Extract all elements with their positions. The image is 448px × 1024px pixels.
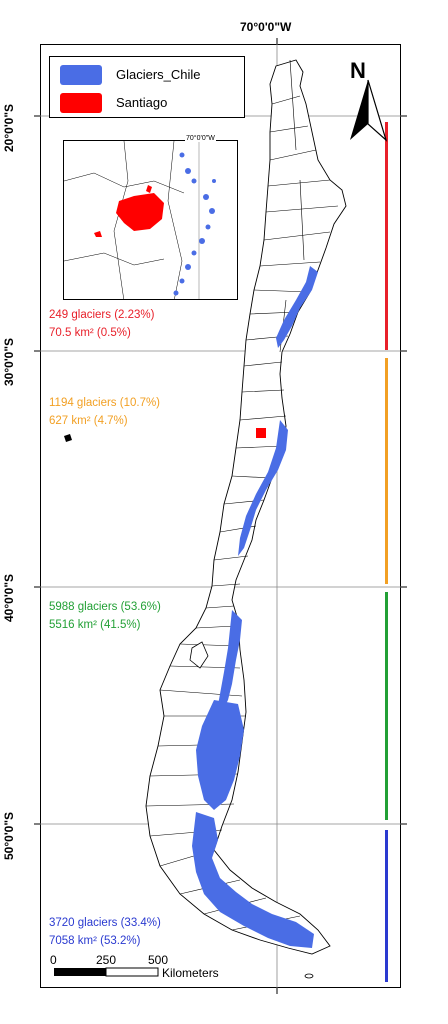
zone-count-3: 5988 glaciers (53.6%) xyxy=(49,601,161,613)
inset-lon-label: 70°0'0"W xyxy=(185,135,216,142)
zone-stat-1: 249 glaciers (2.23%) 70.5 km² (0.5%) xyxy=(49,306,154,342)
lat-label-40: 40°0'0"S xyxy=(2,573,16,622)
north-arrow-icon xyxy=(350,79,388,142)
zone-bar-1 xyxy=(385,122,388,350)
legend-label-santiago: Santiago xyxy=(116,95,168,110)
legend-swatch-santiago xyxy=(60,93,102,113)
legend-swatch-glaciers xyxy=(60,65,102,85)
zone-area-4: 7058 km² (53.2%) xyxy=(49,935,141,947)
scale-label-250: 250 xyxy=(96,953,117,967)
lat-label-30: 30°0'0"S xyxy=(2,337,16,386)
zone-stat-3: 5988 glaciers (53.6%) 5516 km² (41.5%) xyxy=(49,598,161,634)
zone-count-1: 249 glaciers (2.23%) xyxy=(49,309,155,321)
glacier-patches xyxy=(192,266,318,948)
legend-label-glaciers: Glaciers_Chile xyxy=(116,67,201,82)
santiago-marker xyxy=(256,428,266,438)
zone-bar-2 xyxy=(385,358,388,584)
scale-label-0: 0 xyxy=(50,953,57,967)
inset-map xyxy=(63,140,238,300)
lat-label-20: 20°0'0"S xyxy=(2,103,16,152)
scale-bar xyxy=(54,967,159,977)
scale-label-500: 500 xyxy=(148,953,169,967)
scale-unit: Kilometers xyxy=(162,966,219,980)
zone-count-4: 3720 glaciers (33.4%) xyxy=(49,917,161,929)
zone-area-1: 70.5 km² (0.5%) xyxy=(49,327,131,339)
zone-bar-4 xyxy=(385,830,388,982)
zone-bar-3 xyxy=(385,592,388,820)
lat-label-50: 50°0'0"S xyxy=(2,811,16,860)
north-label: N xyxy=(350,58,366,83)
zone-count-2: 1194 glaciers (10.7%) xyxy=(49,397,161,409)
legend: Glaciers_Chile Santiago xyxy=(49,56,245,118)
zone-area-3: 5516 km² (41.5%) xyxy=(49,619,141,631)
zone-stat-4: 3720 glaciers (33.4%) 7058 km² (53.2%) xyxy=(49,914,161,950)
zone-area-2: 627 km² (4.7%) xyxy=(49,415,128,427)
top-lon-label: 70°0'0"W xyxy=(240,20,292,34)
zone-stat-2: 1194 glaciers (10.7%) 627 km² (4.7%) xyxy=(49,394,160,430)
